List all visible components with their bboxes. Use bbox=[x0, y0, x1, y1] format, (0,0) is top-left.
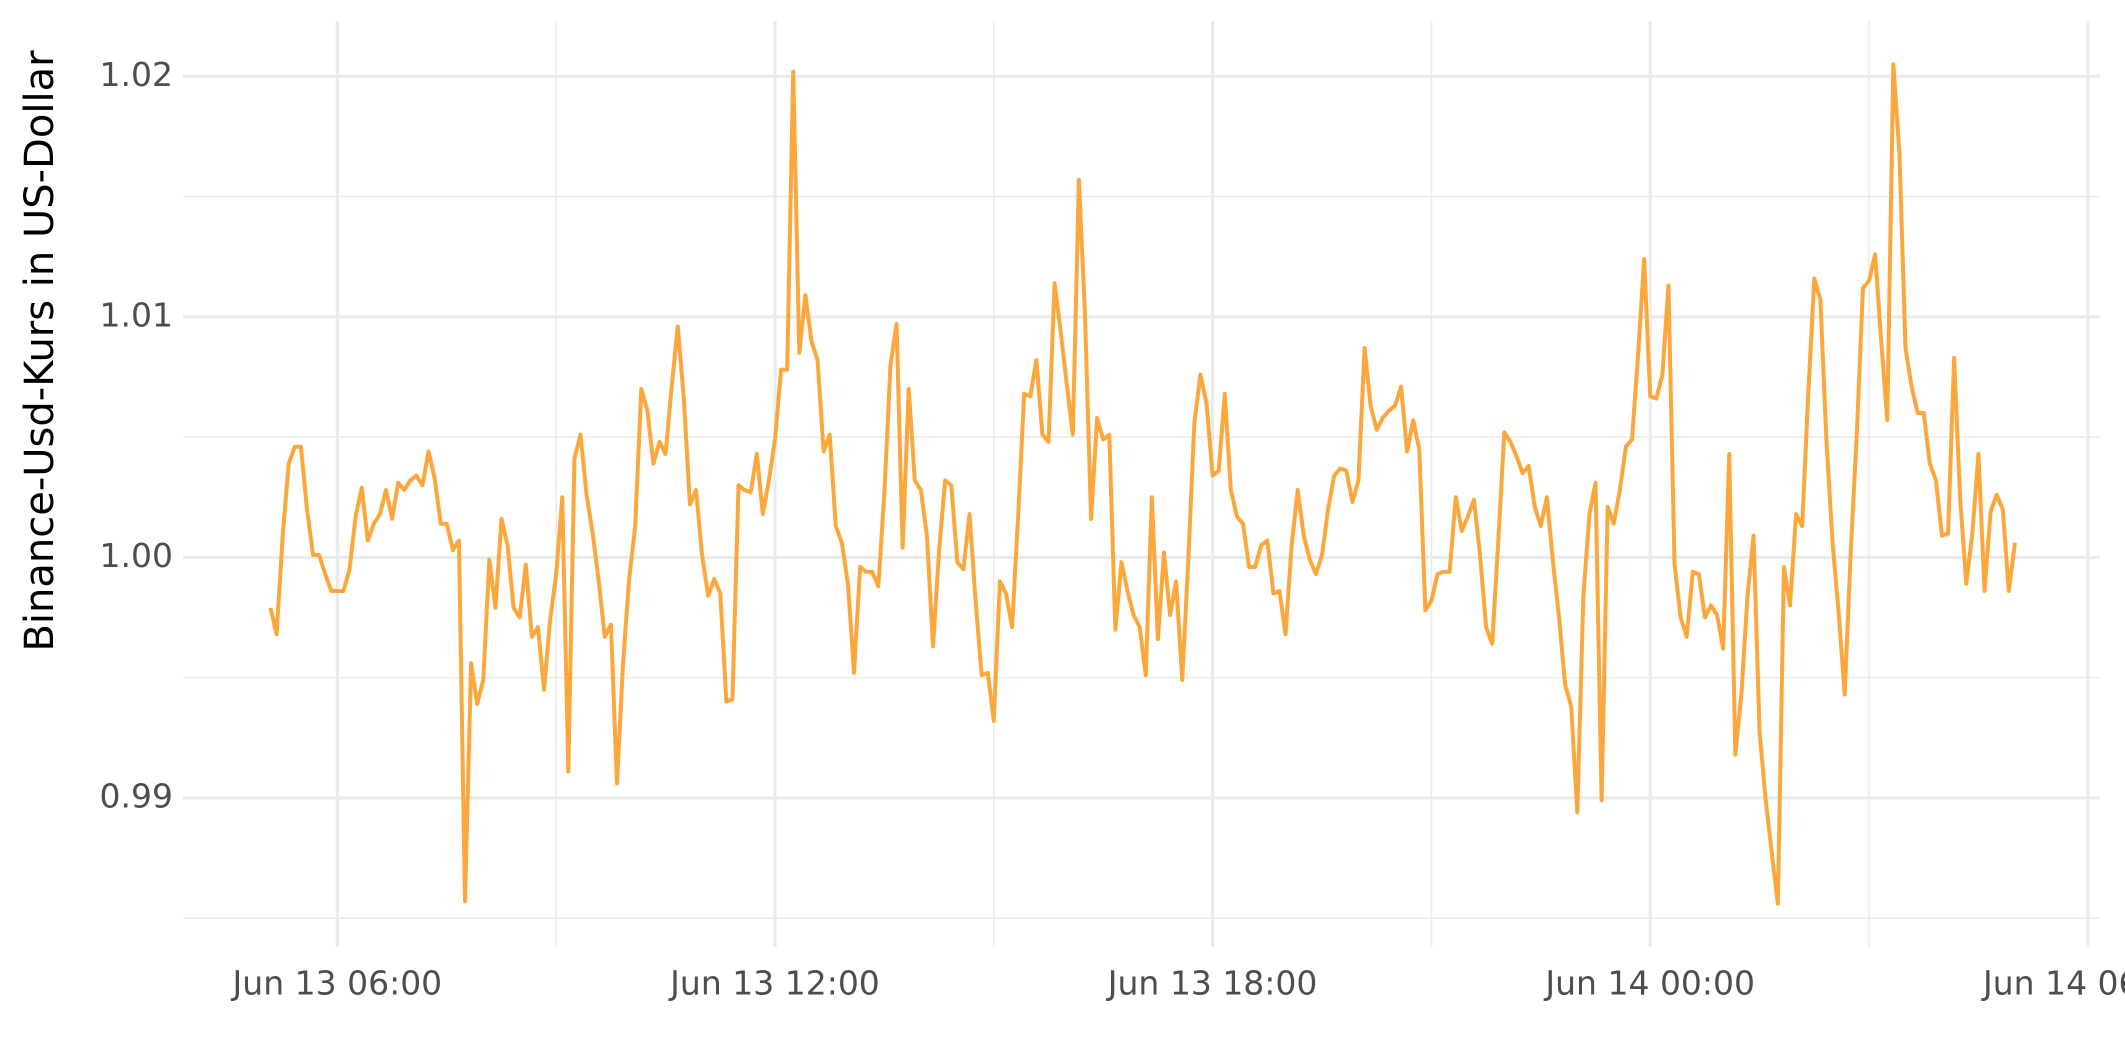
x-tick-label: Jun 13 06:00 bbox=[231, 964, 443, 1003]
y-tick-label: 1.00 bbox=[100, 536, 173, 575]
y-tick-label: 1.01 bbox=[100, 295, 173, 334]
plot-area bbox=[268, 62, 2017, 906]
x-tick-label: Jun 14 06:00 bbox=[1981, 964, 2125, 1003]
x-tick-label: Jun 13 12:00 bbox=[668, 964, 880, 1003]
x-tick-label: Jun 14 00:00 bbox=[1543, 964, 1755, 1003]
x-tick-label: Jun 13 18:00 bbox=[1106, 964, 1318, 1003]
y-tick-label: 1.02 bbox=[100, 55, 173, 94]
y-tick-label: 0.99 bbox=[100, 776, 173, 815]
y-axis-title: Binance-Usd-Kurs in US-Dollar bbox=[17, 50, 63, 652]
price-line bbox=[268, 62, 2017, 906]
grid bbox=[183, 21, 2100, 947]
